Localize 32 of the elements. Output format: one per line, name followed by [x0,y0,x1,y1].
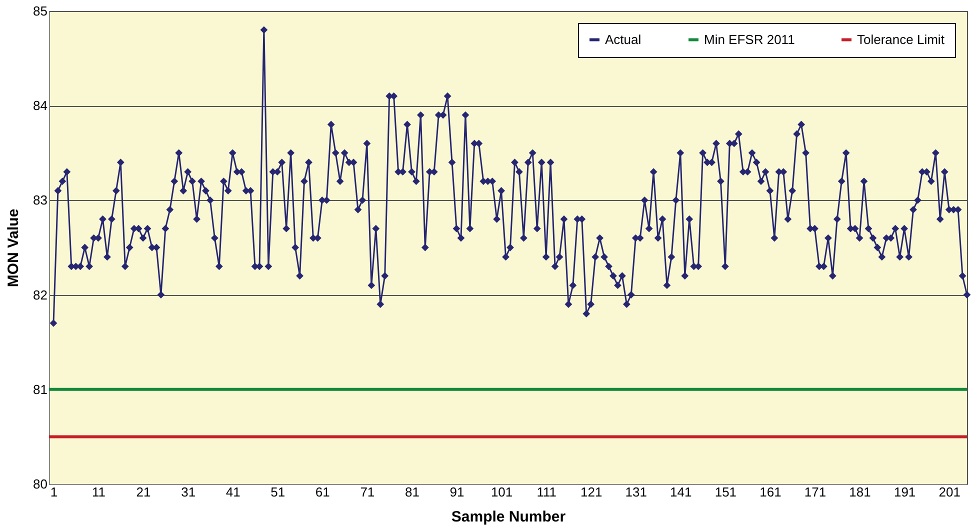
x-tick-label: 111 [536,484,556,500]
x-tick-label: 121 [580,484,602,500]
legend-label: Tolerance Limit [857,32,945,47]
y-tick-label: 83 [33,192,48,208]
x-tick-label: 141 [670,484,692,500]
y-tick-label: 82 [33,287,48,302]
x-tick-label: 41 [226,484,240,500]
x-tick-label: 21 [136,484,151,500]
x-tick-label: 91 [450,484,464,500]
y-tick-label: 84 [33,98,48,114]
x-tick-label: 61 [315,484,330,500]
x-tick-label: 51 [270,484,286,500]
y-tick-label: 80 [33,476,48,492]
x-axis-title: Sample Number [451,508,566,526]
x-tick-label: 101 [490,484,513,500]
x-tick-label: 81 [404,484,420,500]
y-axis-title: MON Value [5,208,22,288]
x-tick-label: 151 [714,484,737,500]
x-tick-label: 131 [625,484,647,500]
x-tick-label: 161 [760,484,782,500]
x-tick-label: 181 [849,484,871,500]
x-tick-label: 31 [181,484,196,500]
legend-label: Min EFSR 2011 [704,32,795,47]
x-tick-label: 191 [894,484,916,500]
x-tick-label: 1 [50,484,58,500]
x-tick-label: 71 [360,484,375,500]
y-tick-label: 85 [33,4,48,18]
x-tick-label: 201 [938,484,960,500]
x-tick-label: 171 [804,484,826,500]
legend-label: Actual [605,32,642,47]
x-tick-label: 11 [92,484,106,500]
y-tick-label: 81 [33,382,48,397]
